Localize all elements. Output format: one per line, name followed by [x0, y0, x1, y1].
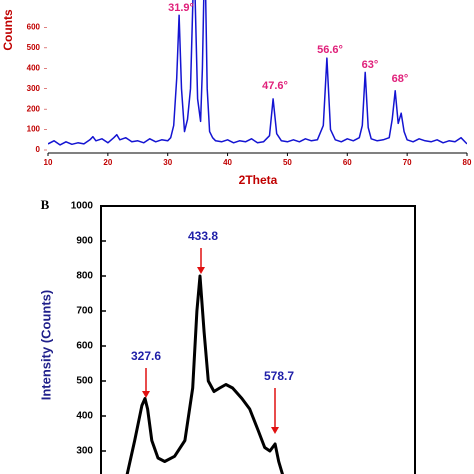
annotation-arrowhead — [197, 267, 205, 274]
x-tick-label: 10 — [44, 158, 53, 167]
x-axis-label: 2Theta — [239, 173, 278, 187]
peak-annotation: 327.6 — [131, 349, 161, 363]
y-tick-label: 500 — [76, 376, 93, 387]
y-tick-label: 400 — [27, 63, 41, 72]
x-tick-label: 80 — [463, 158, 472, 167]
y-tick-label: 800 — [76, 271, 93, 282]
data-line — [48, 0, 467, 146]
y-tick-label: 300 — [27, 84, 41, 93]
x-tick-label: 40 — [223, 158, 232, 167]
annotation-arrowhead — [271, 427, 279, 434]
y-tick-label: 400 — [76, 411, 93, 422]
peak-annotation: 47.6° — [262, 80, 288, 92]
y-tick-label: 700 — [76, 306, 93, 317]
y-tick-label: 300 — [76, 446, 93, 457]
panel-label: B — [41, 197, 50, 212]
peak-annotation: 578.7 — [264, 369, 294, 383]
x-tick-label: 20 — [103, 158, 112, 167]
y-tick-label: 0 — [36, 145, 41, 154]
y-axis-label: Counts — [1, 9, 15, 51]
peak-annotation: 31.9° — [168, 2, 194, 14]
y-tick-label: 500 — [27, 43, 41, 52]
annotation-arrowhead — [142, 391, 150, 398]
x-tick-label: 30 — [163, 158, 172, 167]
y-tick-label: 200 — [27, 104, 41, 113]
peak-annotation: 68° — [392, 73, 409, 85]
peak-annotation: 56.6° — [317, 44, 343, 56]
x-tick-label: 50 — [283, 158, 292, 167]
panel-b: B Intensity (Counts) 300 400 500 600 700 800 900… — [38, 197, 416, 474]
panel-a: 10 20 30 40 50 60 70 80 2Theta Counts 0 100 200 300 40… — [1, 0, 472, 187]
data-line — [125, 274, 284, 474]
x-tick-label: 60 — [343, 158, 352, 167]
peak-annotation: 63° — [362, 59, 379, 71]
y-tick-label: 100 — [27, 125, 41, 134]
y-tick-label: 1000 — [71, 201, 94, 212]
y-tick-label: 900 — [76, 236, 93, 247]
y-tick-label: 600 — [76, 341, 93, 352]
peak-annotation: 433.8 — [188, 229, 218, 243]
y-tick-label: 600 — [27, 23, 41, 32]
x-tick-label: 70 — [403, 158, 412, 167]
y-axis-label: Intensity (Counts) — [38, 290, 53, 401]
